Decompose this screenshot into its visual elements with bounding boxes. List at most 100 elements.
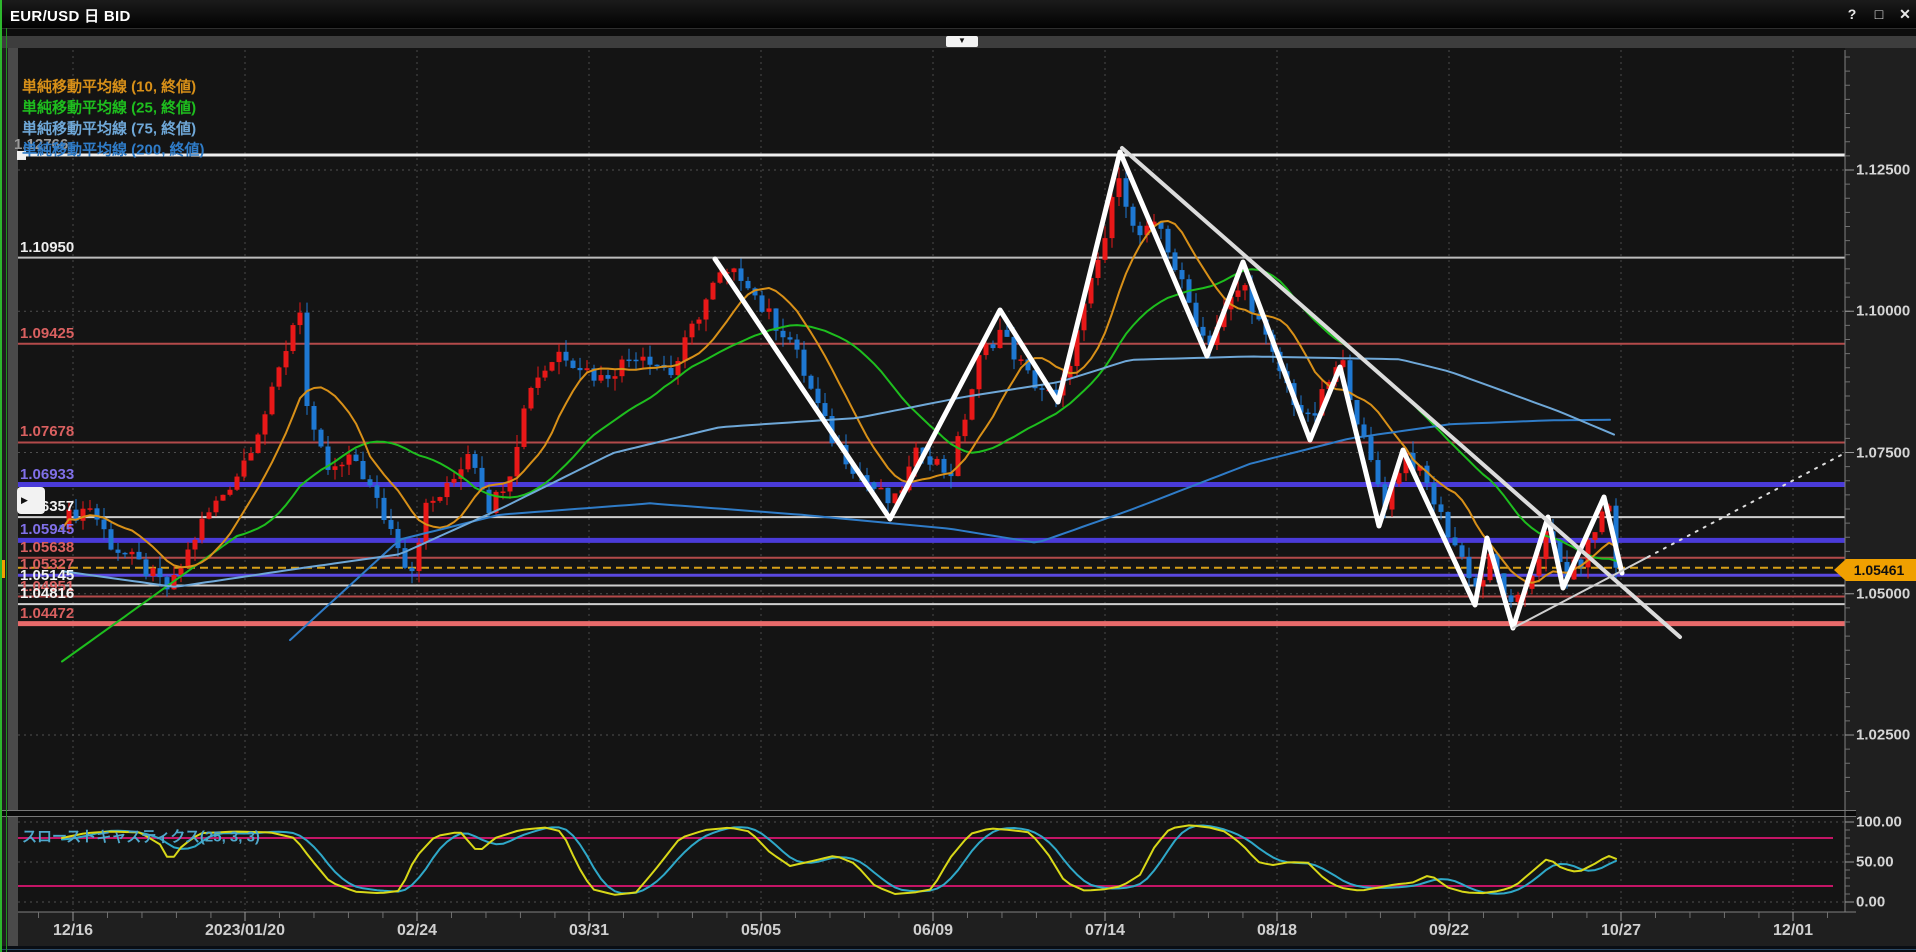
trading-chart-window: EUR/USD 日 BID ? □ ✕ ▼ 1.127661.109501.09… (0, 0, 1916, 952)
candle-body (816, 389, 821, 403)
candle-body (641, 357, 646, 361)
candle-body (620, 360, 625, 377)
candle-body (207, 512, 212, 518)
candle-body (655, 365, 660, 367)
chart-scrollbar[interactable]: ▼ (0, 36, 1916, 48)
candle-body (354, 455, 359, 461)
window-bottom-border (0, 949, 1916, 950)
help-button[interactable]: ? (1841, 5, 1863, 23)
candle-body (151, 568, 156, 576)
window-inner-border (6, 28, 7, 952)
candle-body (249, 453, 254, 460)
candle-body (158, 568, 163, 577)
candle-body (361, 461, 366, 479)
candle-body (340, 465, 345, 467)
candle-body (1600, 511, 1605, 532)
candle-body (599, 375, 604, 381)
candle-body (711, 283, 716, 300)
candle-body (802, 350, 807, 376)
candle-body (200, 519, 205, 540)
candle-body (956, 436, 961, 476)
candle-body (130, 552, 135, 554)
candle-body (963, 420, 968, 436)
candle-body (977, 355, 982, 389)
candle-body (1467, 557, 1472, 578)
candle-body (984, 344, 989, 355)
panel-collapse-handle[interactable]: ▶ (17, 487, 45, 514)
chart-canvas[interactable] (0, 0, 1916, 952)
candle-body (739, 268, 744, 281)
candle-body (256, 435, 261, 454)
candle-body (1243, 285, 1248, 290)
candle-body (935, 459, 940, 465)
chevron-down-icon: ▼ (958, 36, 966, 45)
candle-body (746, 281, 751, 288)
candle-body (823, 403, 828, 416)
candle-body (312, 406, 317, 430)
candle-body (669, 368, 674, 375)
line-endpoint-handle[interactable] (17, 151, 26, 160)
candle-body (1124, 178, 1129, 207)
candle-body (1236, 290, 1241, 296)
candle-body (1166, 229, 1171, 253)
candle-body (333, 466, 338, 470)
candle-body (270, 387, 275, 415)
candle-body (942, 459, 947, 473)
candle-body (529, 388, 534, 409)
scrollbar-collapse-button[interactable]: ▼ (946, 36, 978, 47)
plot-background (18, 48, 1845, 912)
candle-body (683, 337, 688, 361)
candle-body (795, 340, 800, 350)
candle-body (88, 508, 93, 510)
candle-body (375, 485, 380, 498)
candle-body (109, 529, 114, 549)
candle-body (872, 482, 877, 488)
candle-body (396, 529, 401, 548)
candle-body (473, 454, 478, 468)
candle-body (1201, 327, 1206, 336)
candle-body (1012, 337, 1017, 360)
candle-body (1306, 413, 1311, 415)
candle-body (1439, 504, 1444, 512)
candle-body (291, 325, 296, 351)
window-titlebar[interactable]: EUR/USD 日 BID ? □ ✕ (0, 0, 1916, 29)
candle-body (508, 476, 513, 491)
close-button[interactable]: ✕ (1894, 5, 1916, 23)
candle-body (284, 351, 289, 367)
pane-separator[interactable] (0, 810, 1856, 817)
price-arrow-icon (1834, 559, 1846, 581)
candle-body (1019, 359, 1024, 361)
candle-body (970, 389, 975, 419)
candle-body (466, 454, 471, 469)
candle-body (431, 501, 436, 503)
candle-body (347, 455, 352, 465)
maximize-button[interactable]: □ (1868, 5, 1890, 23)
candle-body (1509, 595, 1514, 602)
candle-body (1362, 424, 1367, 436)
candle-body (1040, 388, 1045, 390)
candle-body (193, 540, 198, 550)
candle-body (389, 520, 394, 529)
window-left-border (0, 0, 2, 952)
candle-body (1537, 559, 1542, 576)
candle-body (1110, 197, 1115, 238)
candle-body (1593, 532, 1598, 540)
candle-body (1446, 512, 1451, 537)
candle-body (634, 360, 639, 362)
candle-body (1376, 460, 1381, 484)
candle-body (571, 361, 576, 368)
candle-body (1138, 226, 1143, 235)
candle-body (1117, 178, 1122, 197)
candle-body (137, 552, 142, 559)
candle-body (809, 376, 814, 389)
candle-body (1180, 270, 1185, 279)
candle-body (438, 497, 443, 501)
candle-body (543, 371, 548, 378)
candle-body (928, 456, 933, 464)
candle-body (1460, 545, 1465, 557)
candle-body (144, 559, 149, 576)
candle-body (522, 408, 527, 446)
candle-body (998, 330, 1003, 348)
candle-body (886, 488, 891, 503)
candle-body (263, 414, 268, 434)
